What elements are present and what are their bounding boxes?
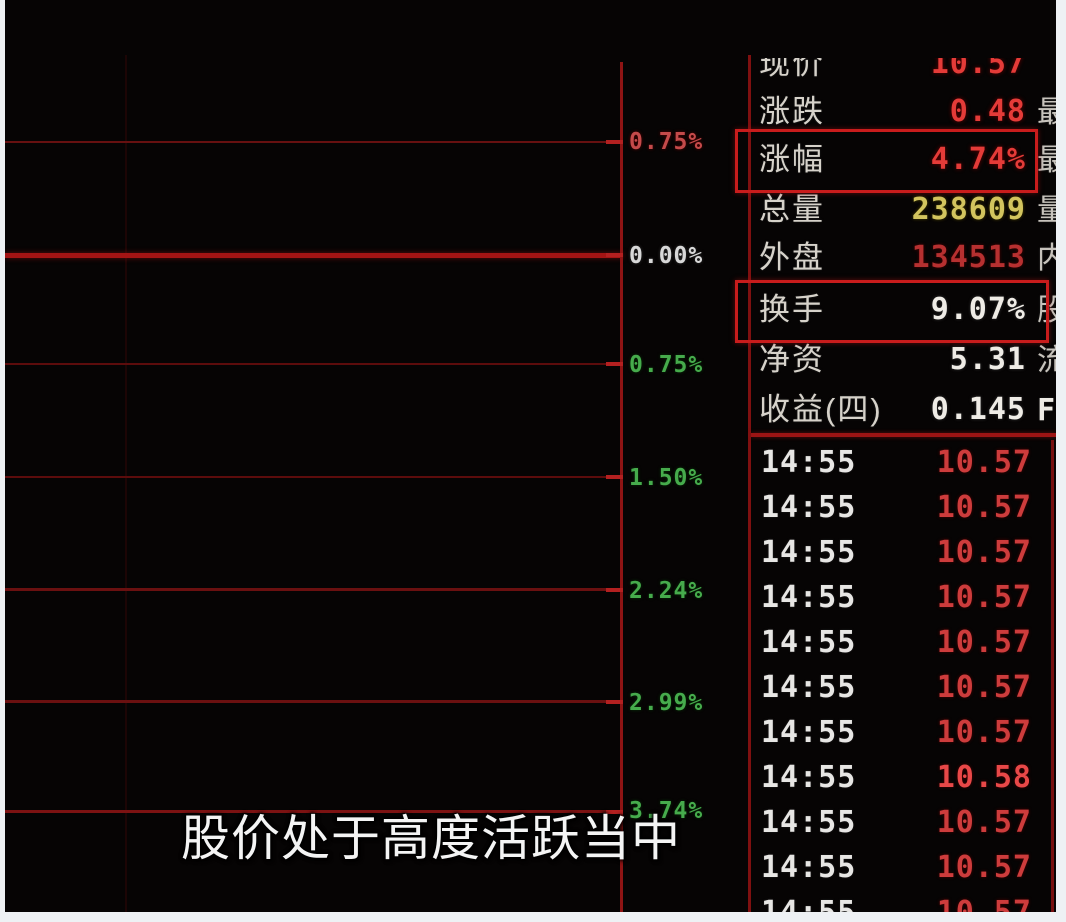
quote-list-divider [751,433,1056,437]
gridline-minus-1-50 [5,476,623,478]
tick-time: 14:55 [761,890,856,912]
chart-y-axis-line [620,62,623,912]
tick-time: 14:55 [761,445,857,480]
quote-label: 外盘 [759,240,825,275]
clipped-quote-label: 最 [1037,144,1056,177]
tick-price: 10.57 [936,535,1032,570]
tick-price: 10.57 [936,805,1032,840]
gridline-zero [5,253,623,258]
tick-price: 10.57 [936,670,1032,705]
tick-time: 14:55 [761,625,857,660]
quote-label: 净资 [759,342,825,377]
intraday-chart-area[interactable] [5,0,623,912]
axis-tick [606,810,623,814]
tick-row[interactable]: 14:55 10.57 [751,890,1052,912]
tick-time: 14:55 [761,805,857,840]
y-axis-label: 2.99% [629,690,704,716]
y-axis-label: 0.75% [629,129,704,155]
tick-row[interactable]: 14:55 10.57 [751,845,1052,890]
highlight-box-turnover [735,280,1049,343]
gridline-minus-2-24 [5,588,623,591]
quote-row-change[interactable]: 涨跌 0.48 [751,88,1052,136]
tick-row[interactable]: 14:55 10.57 [751,620,1052,665]
quote-value: 134513 [911,240,1026,275]
clipped-quote-label: 流 [1037,344,1056,377]
tick-row[interactable]: 14:55 10.57 [751,665,1052,710]
y-axis-label: 0.00% [629,243,704,269]
chart-vertical-gridline [125,55,127,912]
tick-price: 10.57 [936,625,1032,660]
gridline-minus-2-99 [5,700,623,703]
quote-row-net-assets[interactable]: 净资 5.31 [751,336,1052,384]
quote-row-total-volume[interactable]: 总量 238609 [751,186,1052,234]
quote-panel-right-border [1051,440,1054,912]
quote-value: 0.145 [930,392,1026,427]
tick-time: 14:55 [761,490,857,525]
y-axis-label: 0.75% [629,352,704,378]
tick-row[interactable]: 14:55 10.57 [751,575,1052,620]
quote-panel: 现价 10.57 涨跌 0.48 涨幅 4.74% 总量 238609 外盘 1… [751,58,1052,912]
axis-tick [606,140,623,144]
tick-price: 10.57 [937,890,1032,912]
tick-row[interactable]: 14:55 10.57 [751,800,1052,845]
terminal-screen: 0.75% 0.00% 0.75% 1.50% 2.24% 2.99% 3.74… [5,0,1056,912]
axis-tick [606,700,623,704]
tick-row[interactable]: 14:55 10.57 [751,710,1052,755]
y-axis-label: 3.74% [629,798,704,824]
quote-value: 238609 [911,192,1026,227]
tick-row[interactable]: 14:55 10.57 [751,485,1052,530]
quote-value: 4.74% [930,142,1026,177]
y-axis-label: 2.24% [629,578,704,604]
tick-time: 14:55 [761,760,857,795]
tick-price: 10.57 [936,445,1032,480]
tick-time: 14:55 [761,580,857,615]
tick-row[interactable]: 14:55 10.58 [751,755,1052,800]
tick-time: 14:55 [761,670,857,705]
tick-price: 10.57 [936,580,1032,615]
quote-row-current-price[interactable]: 现价 10.57 [751,58,1052,88]
gridline-minus-3-74 [5,810,623,813]
quote-value: 0.48 [949,94,1026,129]
tick-row[interactable]: 14:55 10.57 [751,530,1052,575]
quote-value: 10.57 [930,58,1026,81]
tick-price: 10.57 [936,715,1032,750]
quote-row-change-percent[interactable]: 涨幅 4.74% [751,136,1052,184]
quote-label: 涨幅 [759,142,825,177]
tick-time: 14:55 [761,850,857,885]
tick-price: 10.58 [936,760,1032,795]
quote-label: 收益(四) [759,392,883,427]
axis-tick [606,475,623,479]
video-subtitle: 股价处于高度活跃当中 [181,812,682,866]
quote-row-outer-volume[interactable]: 外盘 134513 [751,234,1052,282]
quote-value: 5.31 [949,342,1026,377]
quote-label: 总量 [759,192,825,227]
axis-tick [606,588,623,592]
y-axis-label: 1.50% [629,465,704,491]
tick-time: 14:55 [761,715,857,750]
tick-price: 10.57 [936,490,1032,525]
quote-value: 9.07% [930,292,1026,327]
quote-label: 涨跌 [759,94,825,129]
quote-label: 换手 [759,292,825,327]
tick-time: 14:55 [761,535,857,570]
highlight-box-change-percent [735,129,1038,193]
axis-tick [606,362,623,366]
gridline-plus-0-75 [5,141,623,143]
tick-row[interactable]: 14:55 10.57 [751,440,1052,485]
clipped-quote-label: F [1037,393,1056,428]
gridline-minus-0-75 [5,363,623,365]
clipped-quote-label: 量 [1037,194,1056,227]
tick-price: 10.57 [936,850,1032,885]
clipped-quote-label: 最 [1037,96,1056,129]
quote-row-turnover[interactable]: 换手 9.07% [751,286,1052,334]
axis-tick [606,253,623,257]
clipped-quote-label: 内 [1037,242,1056,275]
quote-row-earnings[interactable]: 收益(四) 0.145 [751,386,1052,434]
quote-label: 现价 [759,58,825,81]
quote-panel-left-border [748,55,751,912]
